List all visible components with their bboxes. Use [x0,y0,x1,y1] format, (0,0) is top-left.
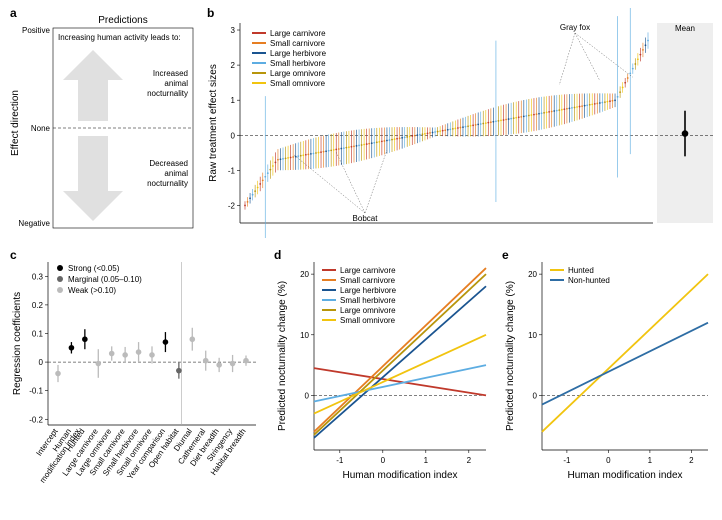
panel-a-y-pos: Positive [22,26,51,35]
panel-a-y-title: Effect direction [10,90,21,156]
panel-e: -101201020Human modification indexPredic… [500,250,716,512]
svg-text:Small carnivore: Small carnivore [340,276,396,285]
panel-a-lower-text2: animal [164,169,188,178]
svg-text:Large omnivore: Large omnivore [270,69,326,78]
svg-text:-0.1: -0.1 [29,387,43,396]
up-arrow-icon [63,50,123,121]
panel-a-lower-text1: Decreased [149,159,188,168]
svg-text:0: 0 [533,391,538,400]
panel-a-upper-text3: nocturnality [147,89,188,98]
svg-text:0.2: 0.2 [32,301,44,310]
panel-a-top-title: Predictions [98,15,147,26]
svg-text:Large carnivore: Large carnivore [340,266,396,275]
svg-text:Human modification index: Human modification index [342,470,457,481]
svg-text:20: 20 [300,270,309,279]
svg-text:Predicted nocturnality change: Predicted nocturnality change (%) [277,281,288,431]
svg-text:Regression coefficients: Regression coefficients [12,292,23,395]
svg-text:Large carnivore: Large carnivore [270,29,326,38]
panel-a: Predictions Effect direction Positive No… [8,8,198,238]
svg-text:0: 0 [39,358,44,367]
panel-a-header: Increasing human activity leads to: [58,33,181,42]
svg-text:-1: -1 [228,166,236,175]
svg-text:Non-hunted: Non-hunted [568,276,610,285]
panel-a-upper-text1: Increased [153,69,188,78]
svg-text:0.3: 0.3 [32,272,44,281]
svg-text:1: 1 [231,96,236,105]
down-arrow-icon [63,136,123,221]
svg-text:Strong (<0.05): Strong (<0.05) [68,264,120,273]
svg-text:0: 0 [231,131,236,140]
svg-text:10: 10 [300,331,309,340]
panel-a-y-neg: Negative [18,219,50,228]
svg-text:Predicted nocturnality change: Predicted nocturnality change (%) [505,281,516,431]
svg-text:0: 0 [606,456,611,465]
svg-text:0: 0 [305,391,310,400]
svg-text:20: 20 [528,270,537,279]
svg-text:Raw treatment effect sizes: Raw treatment effect sizes [208,64,219,182]
svg-text:Hunted: Hunted [568,266,594,275]
svg-text:2: 2 [689,456,694,465]
panel-b: -2 -1 0 1 2 3 Raw treatment effect sizes Gray f… [205,8,717,238]
svg-text:-2: -2 [228,201,236,210]
svg-text:-0.2: -0.2 [29,415,43,424]
panel-a-lower-text3: nocturnality [147,179,188,188]
svg-text:Small omnivore: Small omnivore [340,316,396,325]
panel-c: -0.2 -0.1 0 0.1 0.2 0.3 Regression coefficient… [8,250,263,512]
svg-text:Marginal (0.05–0.10): Marginal (0.05–0.10) [68,275,142,284]
svg-text:1: 1 [648,456,653,465]
svg-text:-1: -1 [563,456,571,465]
svg-text:Small carnivore: Small carnivore [270,39,326,48]
svg-text:10: 10 [528,331,537,340]
svg-text:0: 0 [381,456,386,465]
svg-text:3: 3 [231,26,236,35]
svg-text:2: 2 [231,61,236,70]
svg-text:2: 2 [467,456,472,465]
svg-text:Small herbivore: Small herbivore [340,296,396,305]
svg-text:Gray fox: Gray fox [560,23,590,32]
svg-text:Small herbivore: Small herbivore [270,59,326,68]
panel-a-y-none: None [31,124,51,133]
svg-text:Bobcat: Bobcat [353,214,379,223]
panel-a-upper-text2: animal [164,79,188,88]
svg-text:Small omnivore: Small omnivore [270,79,326,88]
svg-text:-1: -1 [336,456,344,465]
panel-d: -101201020Human modification indexPredic… [272,250,494,512]
svg-text:Weak (>0.10): Weak (>0.10) [68,286,116,295]
svg-text:Large herbivore: Large herbivore [270,49,327,58]
svg-text:Mean: Mean [675,24,695,33]
svg-text:Human modification index: Human modification index [567,470,682,481]
svg-text:Large omnivore: Large omnivore [340,306,396,315]
svg-text:1: 1 [424,456,429,465]
svg-text:0.1: 0.1 [32,329,44,338]
svg-text:Large herbivore: Large herbivore [340,286,397,295]
